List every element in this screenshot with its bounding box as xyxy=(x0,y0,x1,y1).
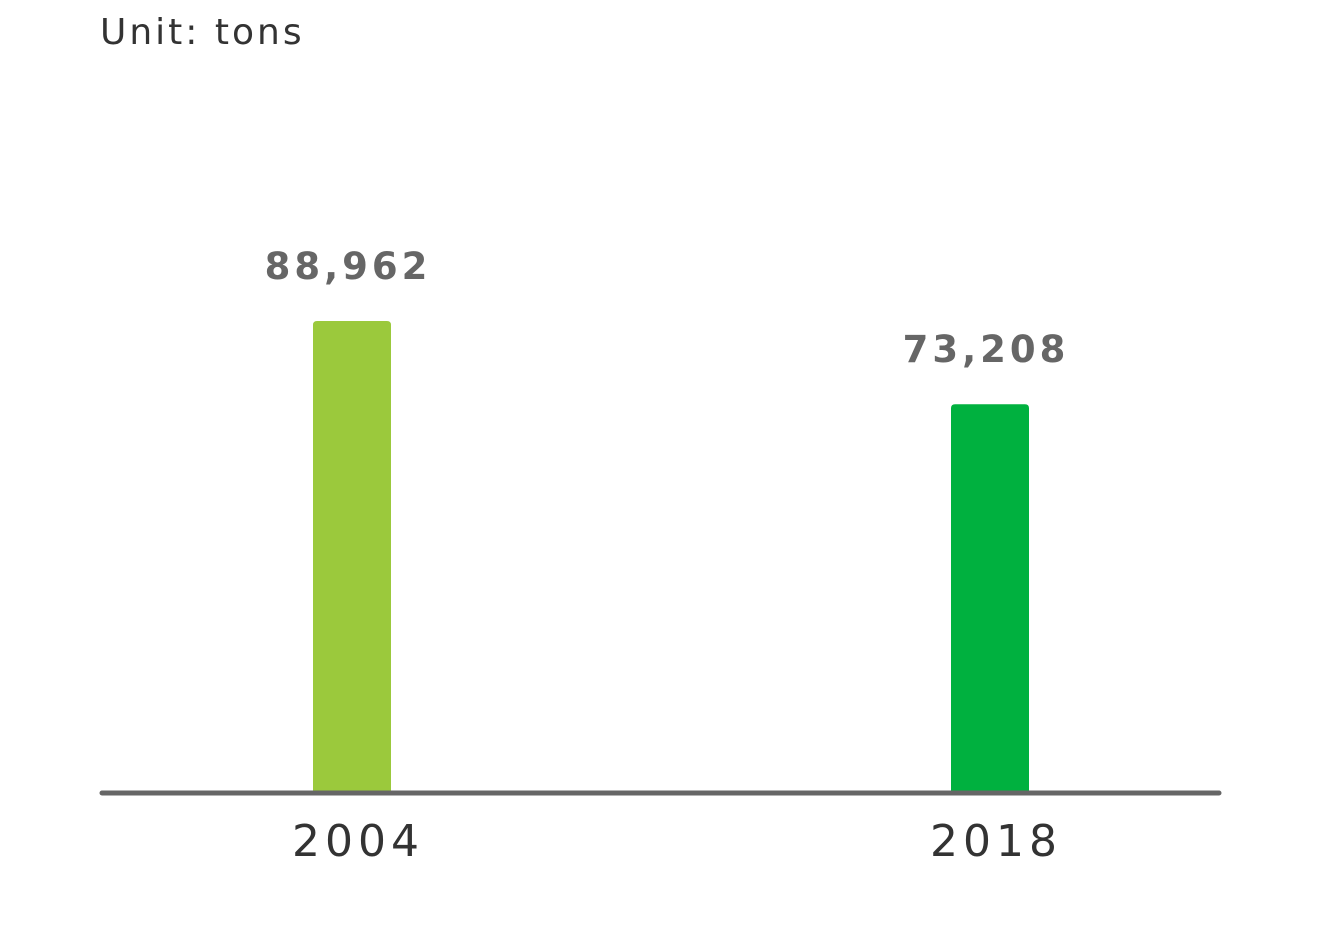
bars-layer xyxy=(313,321,1029,791)
value-label-2004: 88,962 xyxy=(265,245,432,288)
bar-2018 xyxy=(951,404,1029,791)
bar-2004 xyxy=(313,321,391,791)
category-label-2018: 2018 xyxy=(930,816,1062,867)
value-label-2018: 73,208 xyxy=(903,328,1070,371)
unit-label: Unit: tons xyxy=(100,12,305,53)
category-label-2004: 2004 xyxy=(292,816,424,867)
labels-layer: 88,962 2004 73,208 2018 xyxy=(265,245,1070,867)
